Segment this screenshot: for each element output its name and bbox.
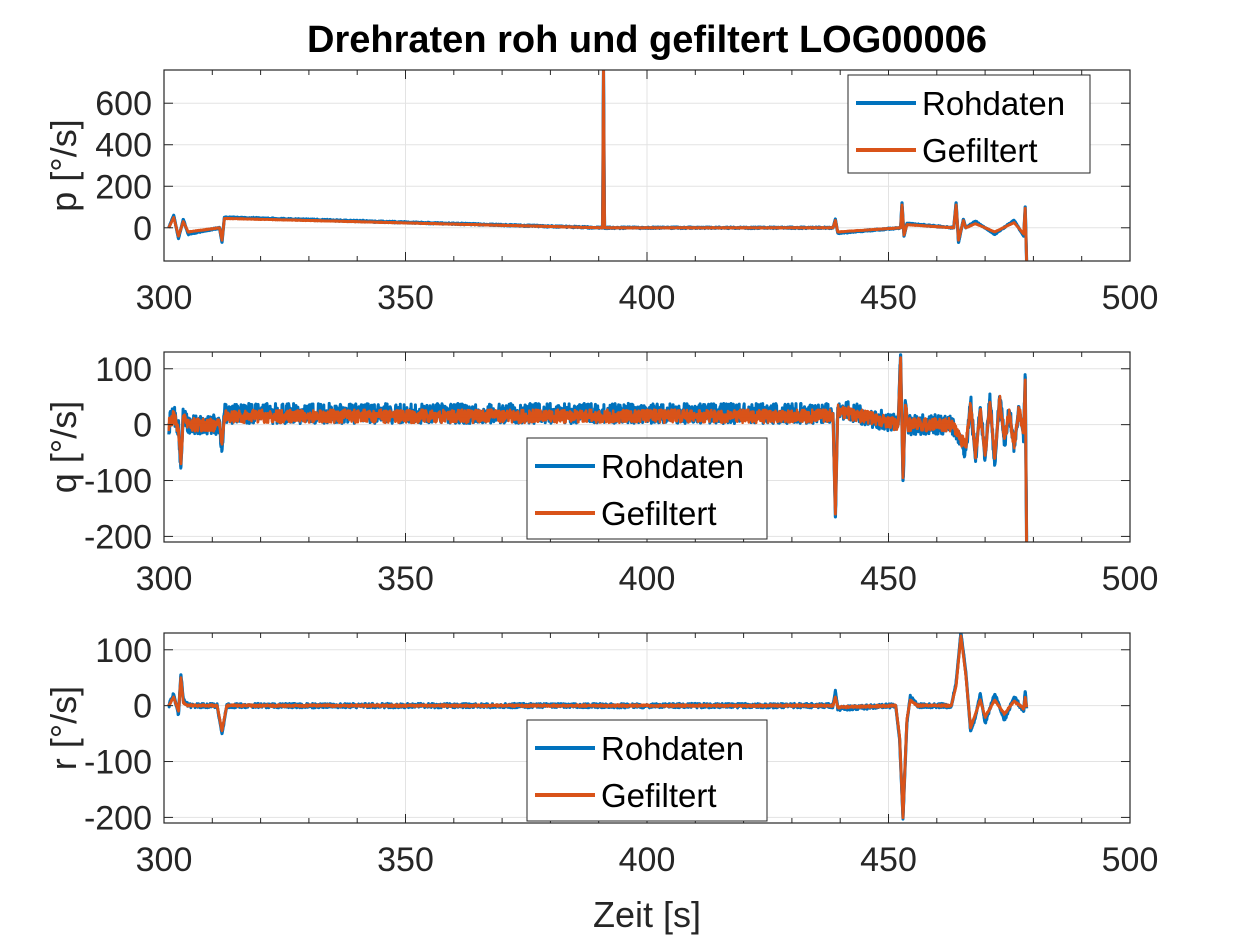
subplot-2: 300 350 400 450 500 -200 -100 0 100 q [°/s] Rohdat… (43, 351, 1158, 598)
series-spikes-gefiltert (167, 634, 1028, 819)
legend: Rohdaten Gefiltert (526, 719, 768, 822)
x-tick-label: 400 (619, 841, 676, 879)
x-tick-label: 500 (1102, 560, 1159, 598)
x-tick-label: 350 (377, 560, 434, 598)
y-tick-label: -100 (84, 744, 152, 782)
y-tick-label: 400 (95, 127, 152, 165)
y-tick-label: -200 (84, 518, 152, 556)
x-tick-label: 300 (136, 841, 193, 879)
x-tick-label: 450 (860, 279, 917, 317)
y-tick-label: 200 (95, 168, 152, 206)
subplot-3: 300 350 400 450 500 -200 -100 0 100 r [°/s] Zeit [… (43, 632, 1158, 935)
series-spikes-gefiltert (167, 70, 1028, 261)
legend-box (847, 74, 1091, 174)
y-tick-label: -100 (84, 463, 152, 501)
y-axis-label: r [°/s] (43, 686, 84, 770)
figure-title: Drehraten roh und gefiltert LOG00006 (307, 19, 987, 61)
legend: Rohdaten Gefiltert (847, 74, 1091, 174)
y-tick-label: 0 (133, 210, 152, 248)
y-tick-label: 0 (133, 688, 152, 726)
plot-area (167, 70, 1029, 261)
series-spikes-gefiltert (167, 356, 1028, 542)
legend: Rohdaten Gefiltert (526, 437, 768, 540)
plot-area (167, 353, 1029, 542)
plot-area (167, 633, 1029, 821)
legend-label-gefiltert: Gefiltert (922, 132, 1038, 169)
legend-label-rohdaten: Rohdaten (601, 730, 744, 767)
legend-label-gefiltert: Gefiltert (601, 777, 717, 814)
x-tick-label: 350 (377, 279, 434, 317)
y-tick-label: 100 (95, 351, 152, 389)
x-tick-label: 500 (1102, 841, 1159, 879)
y-tick-label: -200 (84, 799, 152, 837)
x-tick-label: 400 (619, 279, 676, 317)
legend-box (526, 437, 768, 540)
legend-label-gefiltert: Gefiltert (601, 495, 717, 532)
x-tick-label: 450 (860, 560, 917, 598)
x-axis-label: Zeit [s] (593, 894, 701, 935)
legend-label-rohdaten: Rohdaten (922, 85, 1065, 122)
x-tick-label: 450 (860, 841, 917, 879)
y-axis-label: q [°/s] (43, 401, 84, 493)
y-axis-label: p [°/s] (43, 119, 84, 211)
y-tick-label: 100 (95, 632, 152, 670)
x-tick-label: 300 (136, 560, 193, 598)
x-tick-label: 350 (377, 841, 434, 879)
x-tick-label: 400 (619, 560, 676, 598)
x-tick-label: 300 (136, 279, 193, 317)
x-tick-label: 500 (1102, 279, 1159, 317)
y-tick-label: 600 (95, 85, 152, 123)
y-tick-label: 0 (133, 407, 152, 445)
legend-box (526, 719, 768, 822)
legend-label-rohdaten: Rohdaten (601, 448, 744, 485)
